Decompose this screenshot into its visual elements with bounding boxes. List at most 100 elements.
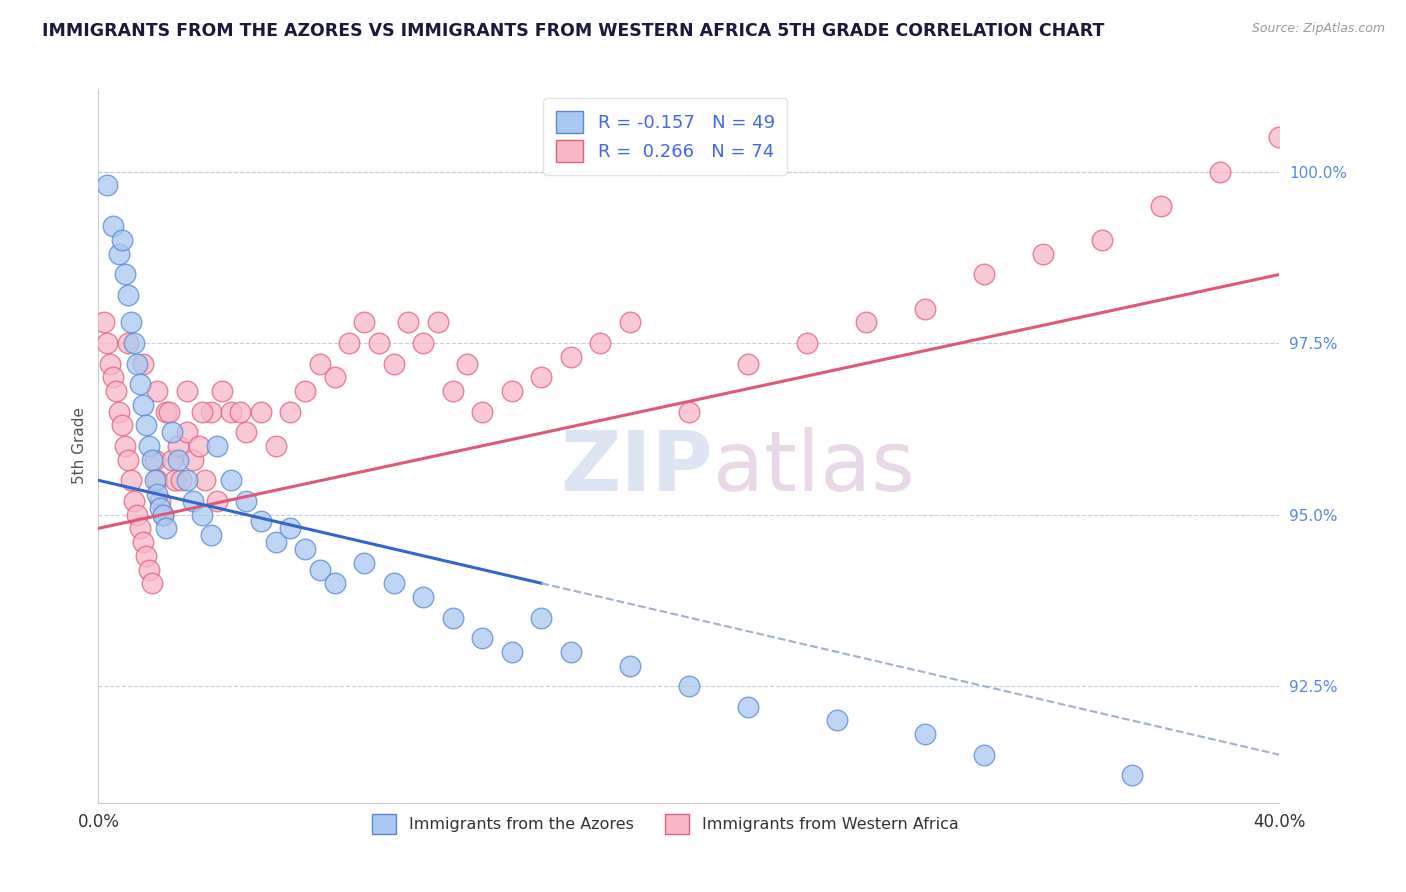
Point [143,473,166,487]
Point [264,439,287,453]
Point [181,452,204,467]
Point [117,336,139,351]
Point [132,398,155,412]
Point [973,268,995,282]
Point [191,405,214,419]
Point [211,384,233,398]
Point [457,357,479,371]
Point [530,610,553,624]
Point [323,370,346,384]
Point [155,521,177,535]
Point [796,336,818,351]
Point [560,645,582,659]
Point [157,405,180,419]
Point [855,316,877,330]
Point [280,521,302,535]
Point [825,714,848,728]
Point [914,727,936,741]
Point [339,336,361,351]
Point [412,336,434,351]
Point [128,377,150,392]
Point [1091,233,1114,247]
Point [250,405,273,419]
Point [235,425,257,440]
Point [194,473,217,487]
Point [353,556,375,570]
Point [309,562,332,576]
Point [128,521,150,535]
Point [125,508,148,522]
Text: ZIP: ZIP [560,427,713,508]
Point [221,473,243,487]
Point [382,357,405,371]
Point [93,316,115,330]
Point [96,336,118,351]
Point [914,301,936,316]
Point [1268,130,1291,145]
Point [135,418,157,433]
Point [589,336,612,351]
Point [155,405,177,419]
Point [120,316,142,330]
Point [229,405,252,419]
Text: atlas: atlas [713,427,914,508]
Point [165,473,187,487]
Point [560,350,582,364]
Point [108,247,131,261]
Text: IMMIGRANTS FROM THE AZORES VS IMMIGRANTS FROM WESTERN AFRICA 5TH GRADE CORRELATI: IMMIGRANTS FROM THE AZORES VS IMMIGRANTS… [42,22,1105,40]
Point [170,473,193,487]
Point [187,439,209,453]
Legend: Immigrants from the Azores, Immigrants from Western Africa: Immigrants from the Azores, Immigrants f… [360,803,970,845]
Point [103,370,125,384]
Text: Source: ZipAtlas.com: Source: ZipAtlas.com [1251,22,1385,36]
Point [146,487,169,501]
Point [146,473,169,487]
Point [162,425,183,440]
Point [221,405,243,419]
Point [200,528,222,542]
Point [167,439,190,453]
Point [122,336,145,351]
Point [108,405,131,419]
Point [205,439,228,453]
Point [353,316,375,330]
Point [117,288,139,302]
Point [141,576,163,591]
Point [368,336,391,351]
Point [737,357,759,371]
Point [441,384,464,398]
Point [135,549,157,563]
Point [105,384,128,398]
Point [619,658,641,673]
Point [98,357,121,371]
Point [114,439,136,453]
Point [122,494,145,508]
Point [1121,768,1143,782]
Y-axis label: 5th Grade: 5th Grade [72,408,87,484]
Point [176,384,198,398]
Point [530,370,553,384]
Point [96,178,118,193]
Point [149,494,172,508]
Point [162,452,183,467]
Point [264,535,287,549]
Point [146,384,169,398]
Point [181,494,204,508]
Point [441,610,464,624]
Point [132,535,155,549]
Point [737,699,759,714]
Point [382,576,405,591]
Point [176,473,198,487]
Point [143,452,166,467]
Point [427,316,450,330]
Point [149,500,172,515]
Point [103,219,125,234]
Point [138,562,160,576]
Point [250,515,273,529]
Point [323,576,346,591]
Point [117,452,139,467]
Point [471,405,494,419]
Point [152,508,174,522]
Point [294,384,316,398]
Point [619,316,641,330]
